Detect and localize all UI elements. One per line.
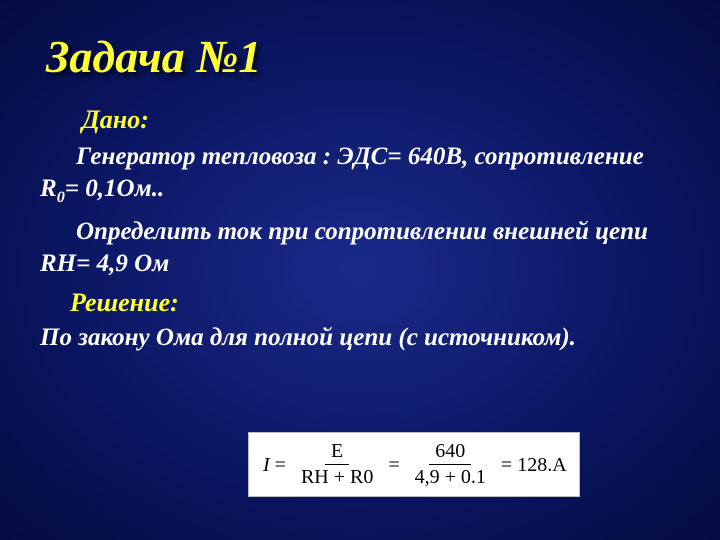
frac1-den: RН + R0 — [295, 465, 379, 490]
frac1-num: E — [325, 439, 349, 465]
formula-lhs: I — [263, 455, 270, 475]
slide: Задача №1 Дано: Генератор тепловоза : ЭД… — [0, 0, 720, 540]
r-zero-subscript: 0 — [57, 188, 65, 206]
given-line-1b: = 0,1Ом.. — [65, 175, 164, 202]
solution-label: Решение: — [70, 288, 680, 318]
given-label: Дано: — [82, 105, 680, 135]
frac2-den: 4,9 + 0.1 — [409, 465, 492, 490]
fraction-2: 640 4,9 + 0.1 — [409, 439, 492, 490]
equals-2: = — [388, 455, 399, 475]
given-line-1: Генератор тепловоза : ЭДС= 640В, сопроти… — [40, 141, 680, 208]
slide-title: Задача №1 — [46, 30, 680, 83]
formula-box: I = E RН + R0 = 640 4,9 + 0.1 = 128.А — [248, 432, 580, 497]
equals-1: = — [275, 455, 286, 475]
solution-line: По закону Ома для полной цепи (с источни… — [40, 322, 680, 354]
frac2-num: 640 — [429, 439, 471, 465]
given-line-2: Определить ток при сопротивлении внешней… — [40, 216, 680, 280]
fraction-1: E RН + R0 — [295, 439, 379, 490]
equals-3: = — [501, 455, 512, 475]
formula-result: 128.А — [517, 455, 566, 475]
